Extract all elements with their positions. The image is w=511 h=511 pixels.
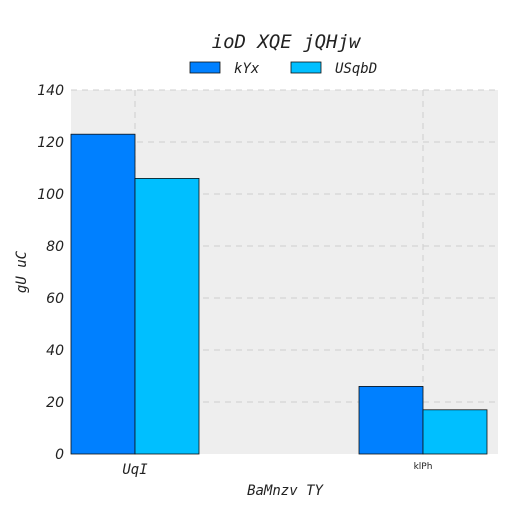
bar-usqbd-klph bbox=[422, 409, 488, 455]
x-tick-label: UqI bbox=[122, 462, 148, 478]
x-axis-ticks: UqI klPh bbox=[122, 462, 432, 478]
y-tick-label: 20 bbox=[46, 395, 64, 411]
y-tick-label: 120 bbox=[37, 135, 64, 151]
bar-kyx-klph bbox=[358, 385, 424, 455]
y-axis-ticks: 0 20 40 60 80 100 120 140 bbox=[37, 83, 64, 463]
x-tick-label: klPh bbox=[414, 462, 433, 472]
y-tick-label: 0 bbox=[55, 447, 64, 463]
legend-label-kyx: kYx bbox=[234, 61, 260, 77]
legend: kYx USqbD bbox=[189, 61, 377, 77]
y-tick-label: 140 bbox=[37, 83, 64, 99]
x-axis-label: BaMnzv TY bbox=[247, 483, 324, 499]
y-tick-label: 80 bbox=[46, 239, 64, 255]
y-tick-label: 40 bbox=[46, 343, 64, 359]
chart-title: ioD XQE jQHjw bbox=[212, 31, 362, 53]
legend-label-usqbd: USqbD bbox=[335, 61, 377, 77]
legend-swatch-kyx bbox=[189, 61, 221, 74]
y-tick-label: 60 bbox=[46, 291, 64, 307]
bar-kyx-uqi bbox=[70, 133, 136, 455]
bars bbox=[70, 133, 488, 455]
legend-swatch-usqbd bbox=[290, 61, 322, 74]
y-axis-label: gU uC bbox=[14, 250, 30, 293]
bar-usqbd-uqi bbox=[134, 177, 200, 455]
y-tick-label: 100 bbox=[37, 187, 64, 203]
